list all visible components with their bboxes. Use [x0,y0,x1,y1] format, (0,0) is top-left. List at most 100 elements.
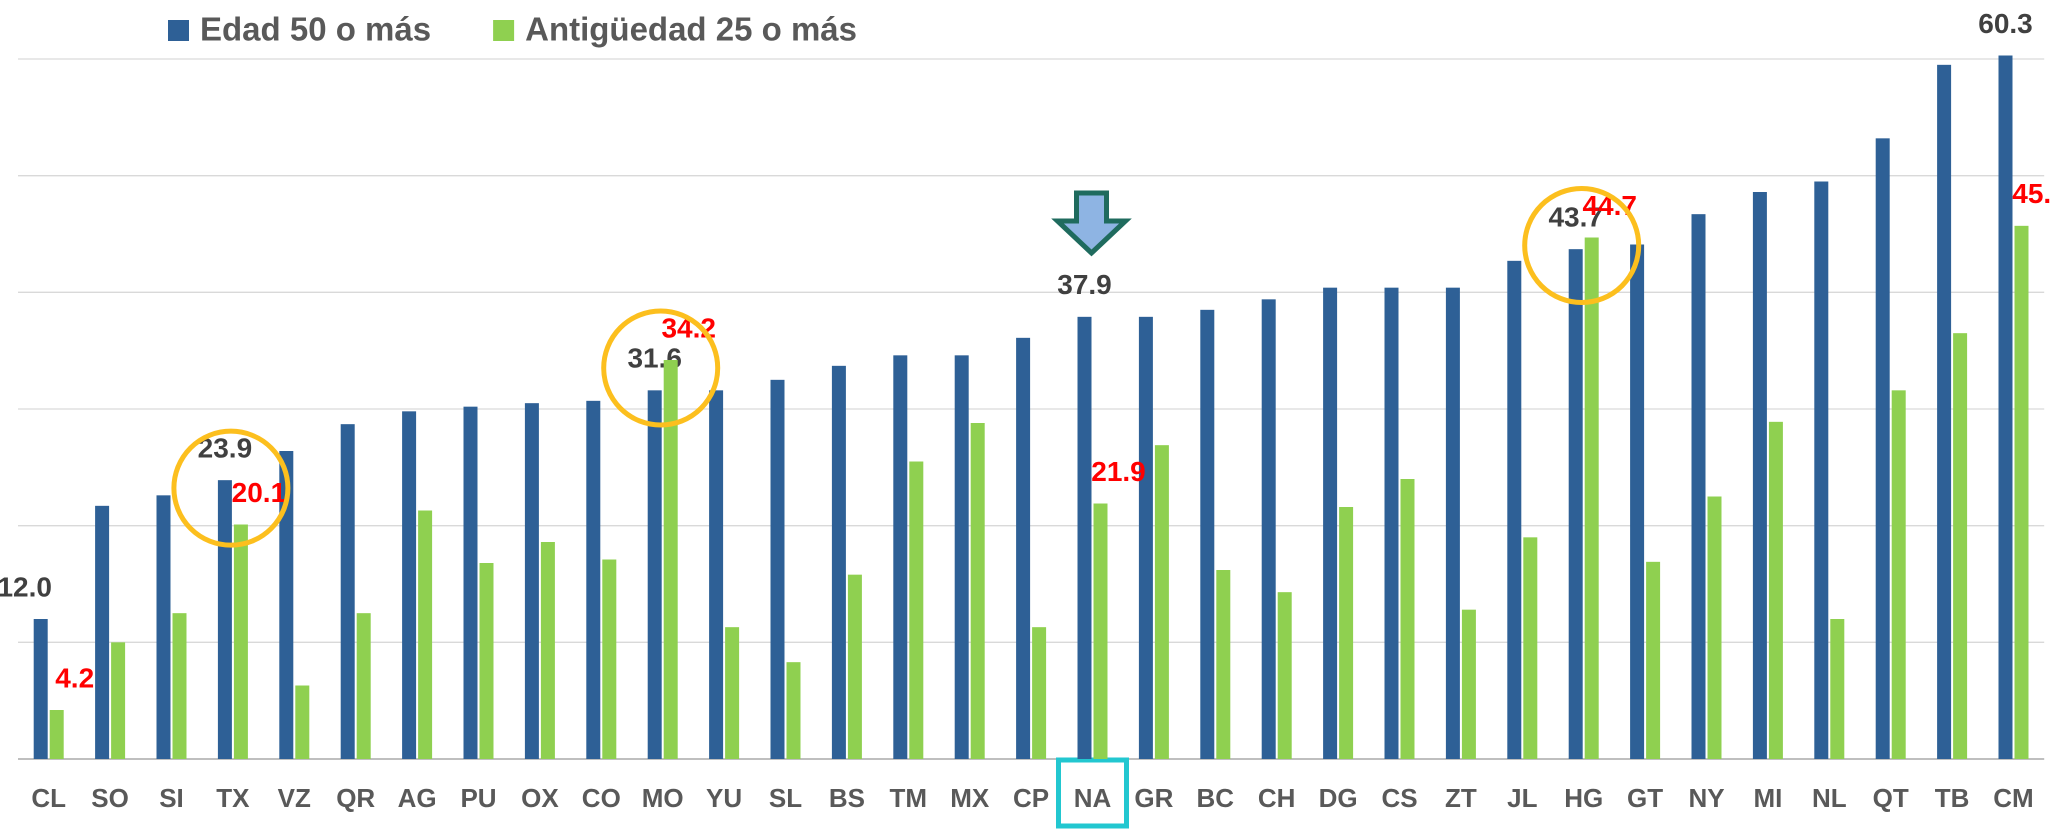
bar [1707,496,1722,759]
x-tick-label: MO [642,783,684,813]
bar [1154,445,1169,759]
bar [356,613,371,759]
legend-label: Antigüedad 25 o más [525,11,857,48]
highlight-circle [1522,186,1642,305]
x-tick-label: TM [890,783,928,813]
bar [1261,299,1276,759]
x-tick-label: DG [1319,783,1358,813]
value-label: 12.0 [0,571,52,602]
x-tick-label: VZ [278,783,311,813]
bar [1814,181,1829,759]
x-tick-label: CH [1258,783,1296,813]
bar [463,406,478,759]
bar [770,379,785,759]
bar [1953,333,1968,759]
bar [847,574,862,759]
bar [831,365,846,759]
x-tick-label: SO [91,783,129,813]
bar [1216,570,1231,759]
bar [172,613,187,759]
legend: Edad 50 o más Antigüedad 25 o más [168,11,857,48]
bar [1998,55,2013,759]
bar [295,685,310,759]
bar [1752,192,1767,759]
x-tick-label: SL [769,783,802,813]
value-label: 60.3 [1978,8,2033,39]
bar [893,355,908,759]
x-tick-label: YU [706,783,742,813]
bar [49,710,64,759]
x-tick-label: GR [1134,783,1173,813]
x-tick-label: JL [1507,783,1537,813]
x-tick-label: BS [829,783,865,813]
x-tick-label: PU [460,783,496,813]
highlight-box [1056,757,1129,829]
bar [1830,619,1845,759]
x-tick-label: SI [159,783,184,813]
bar [602,559,617,759]
value-label: 4.2 [55,662,94,693]
x-tick-label: GT [1627,783,1663,813]
bar [1691,214,1706,759]
bar [1032,627,1047,759]
x-tick-label: AG [398,783,437,813]
bar [340,424,355,759]
x-tick-label: NY [1688,783,1724,813]
down-arrow [1051,190,1132,257]
bar [2014,225,2029,760]
x-tick-label: CL [31,783,66,813]
value-label: 43.7 [1548,202,1603,233]
x-tick-label: CO [582,783,621,813]
value-label: 45.7 [2012,178,2051,209]
bar [1016,337,1031,759]
bar [1523,537,1538,759]
bar [1630,244,1645,759]
highlight-circle [601,308,721,428]
bar [1138,316,1153,759]
bar [954,355,969,759]
bar [1891,390,1906,759]
bar [540,542,555,759]
bar [725,627,740,759]
bar [156,495,171,759]
bar [1400,479,1415,759]
bar [479,563,494,759]
bar [1339,507,1354,759]
bar [1277,592,1292,759]
bar [402,411,417,759]
bar [709,390,724,759]
bar [1875,138,1890,760]
legend-label: Edad 50 o más [200,11,431,48]
bar [111,642,126,759]
x-tick-label: CP [1013,783,1049,813]
bar [647,390,662,759]
x-tick-label: QT [1873,783,1909,813]
value-label: 37.9 [1057,269,1112,300]
x-tick-label: QR [336,783,375,813]
x-tick-label: NA [1074,783,1112,813]
bar [1584,237,1599,759]
x-tick-label: MI [1753,783,1782,813]
bar [95,505,110,759]
bar [524,403,539,759]
x-tick-label: MX [950,783,990,813]
x-tick-label: TX [216,783,250,813]
x-tick-label: ZT [1445,783,1477,813]
bar [1568,249,1583,759]
bar [1200,309,1215,759]
value-label: 21.9 [1091,456,1146,487]
bar [1445,287,1460,759]
bar [217,480,232,759]
bar [1768,421,1783,759]
bar [279,451,294,759]
bar [1093,503,1108,759]
bar [1507,260,1522,759]
x-tick-label: NL [1812,783,1847,813]
bar [663,360,678,759]
bar [1077,316,1092,759]
bar [418,510,433,759]
bar [970,423,985,759]
bar [786,662,801,759]
legend-swatch [168,20,189,41]
